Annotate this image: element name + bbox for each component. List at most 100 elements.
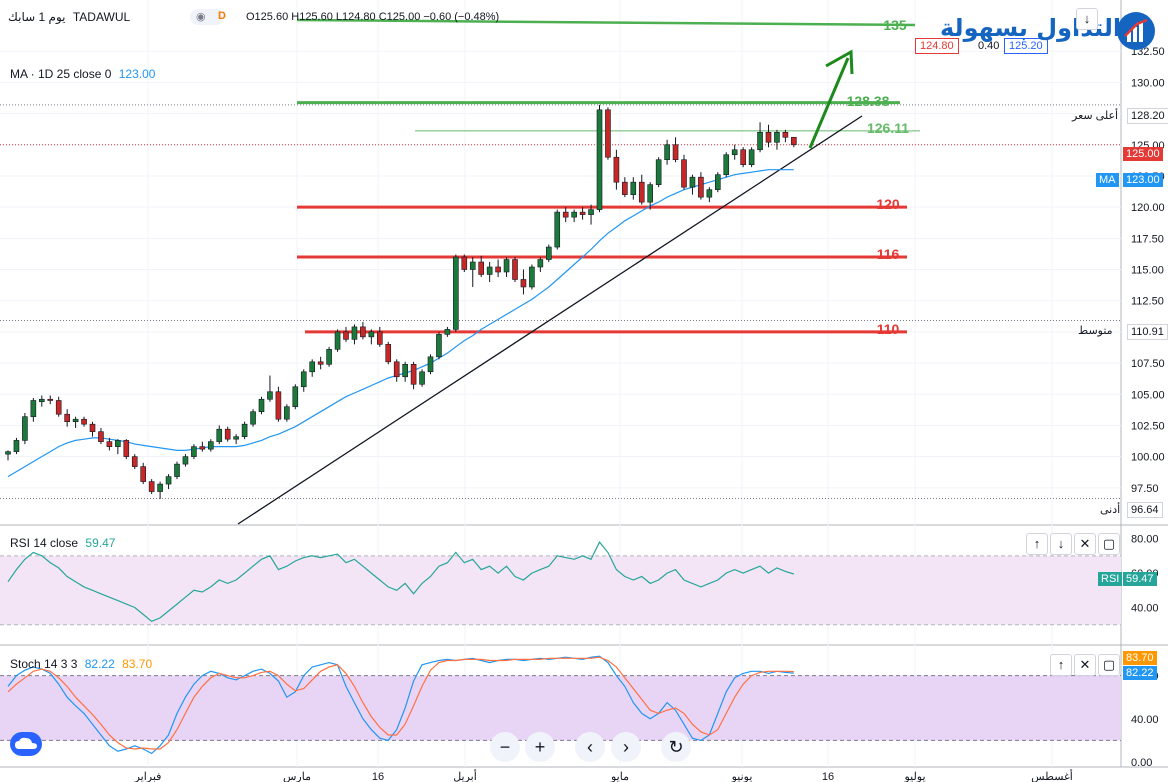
rsi-line bbox=[7, 540, 794, 622]
candle-body bbox=[174, 463, 180, 477]
high-price-label: أعلى سعر bbox=[1072, 110, 1119, 122]
candle-body bbox=[199, 446, 206, 450]
candle-body bbox=[791, 136, 797, 146]
candle-body bbox=[782, 131, 789, 138]
scroll-left-button[interactable]: ‹ bbox=[575, 732, 605, 762]
rsi-move-up-button[interactable]: ↑ bbox=[1026, 533, 1048, 555]
level-label-110: 110 bbox=[877, 321, 900, 337]
level-line-135 bbox=[296, 18, 916, 27]
candle-body bbox=[630, 181, 637, 195]
candle-body bbox=[410, 364, 417, 385]
candle-body bbox=[469, 261, 476, 270]
stoch-legend[interactable]: Stoch 14 3 3 82.22 83.70 bbox=[10, 657, 152, 671]
candle-body bbox=[22, 416, 28, 441]
rsi-maximize-button[interactable]: ▢ bbox=[1098, 533, 1120, 555]
candle-body bbox=[605, 109, 611, 158]
candle-body bbox=[545, 246, 552, 260]
visibility-toggle[interactable]: ◉ bbox=[190, 9, 224, 25]
rsi-legend[interactable]: RSI 14 close 59.47 bbox=[10, 536, 115, 550]
high-price-tag: 128.20 bbox=[1127, 108, 1168, 124]
candle-body bbox=[216, 428, 223, 442]
price-tick-label: 100.00 bbox=[1131, 452, 1165, 464]
stoch-legend-label: Stoch 14 3 3 bbox=[10, 657, 78, 671]
level-label-116: 116 bbox=[877, 246, 900, 262]
candle-body bbox=[123, 440, 130, 457]
candle-body bbox=[360, 326, 366, 338]
buy-price-chip[interactable]: 125.20 bbox=[1004, 38, 1048, 54]
stoch-move-up-button[interactable]: ↑ bbox=[1050, 654, 1072, 676]
symbol-header[interactable]: يوم 1 سابك TADAWUL bbox=[8, 10, 130, 24]
candle-body bbox=[47, 398, 54, 401]
stoch-close-button[interactable]: ✕ bbox=[1074, 654, 1096, 676]
candle-body bbox=[596, 109, 603, 210]
candle-body bbox=[562, 211, 569, 218]
candle-body bbox=[241, 423, 248, 437]
rsi-close-button[interactable]: ✕ bbox=[1074, 533, 1096, 555]
chart-menu-button[interactable]: ↓ bbox=[1076, 8, 1098, 30]
candle-body bbox=[5, 451, 11, 455]
rsi-move-down-button[interactable]: ↓ bbox=[1050, 533, 1072, 555]
time-tick-label: يوليو bbox=[903, 771, 925, 782]
candle-body bbox=[723, 154, 730, 175]
candle-body bbox=[300, 371, 307, 388]
price-tick-label: 117.50 bbox=[1131, 233, 1164, 245]
candle-body bbox=[571, 211, 577, 218]
price-tick-label: 130.00 bbox=[1131, 77, 1165, 89]
candle-body bbox=[275, 391, 282, 420]
rsi-band bbox=[0, 555, 1121, 625]
average-price-tag: 110.91 bbox=[1127, 324, 1168, 340]
time-tick-label: أغسطس bbox=[1031, 769, 1073, 782]
rsi-tick-label: 80.00 bbox=[1131, 534, 1159, 546]
rsi-legend-label: RSI 14 close bbox=[10, 536, 79, 550]
candle-body bbox=[664, 144, 670, 161]
price-tick-label: 115.00 bbox=[1131, 265, 1164, 277]
candle-body bbox=[148, 481, 155, 492]
stoch-tick-label: 0.00 bbox=[1131, 757, 1152, 769]
candle-body bbox=[757, 131, 763, 151]
ma-label-tag: MA bbox=[1096, 173, 1119, 187]
logo-icon bbox=[1117, 12, 1155, 50]
sell-price-chip[interactable]: 124.80 bbox=[915, 38, 959, 54]
candle-body bbox=[368, 331, 375, 338]
stoch-maximize-button[interactable]: ▢ bbox=[1098, 654, 1120, 676]
candle-body bbox=[393, 361, 400, 378]
zoom-out-button[interactable]: − bbox=[490, 732, 520, 762]
time-tick-label: أبريل bbox=[453, 769, 477, 782]
rsi-tick-label: 40.00 bbox=[1131, 603, 1159, 615]
candle-body bbox=[131, 456, 138, 467]
low-price-tag: 96.64 bbox=[1127, 502, 1163, 518]
eye-icon: ◉ bbox=[196, 11, 206, 23]
ma-price-tag: 123.00 bbox=[1123, 173, 1163, 187]
spread-value: 0.40 bbox=[978, 40, 1000, 52]
time-tick-label: يونيو bbox=[731, 771, 753, 782]
scroll-right-button[interactable]: › bbox=[611, 732, 641, 762]
candle-body bbox=[714, 174, 721, 190]
plus-icon: + bbox=[534, 737, 546, 757]
stoch-band bbox=[0, 675, 1121, 741]
candle-body bbox=[385, 344, 392, 363]
candle-body bbox=[689, 176, 696, 188]
candle-body bbox=[89, 423, 96, 432]
rsi-label-tag: RSI bbox=[1098, 572, 1123, 586]
candle-body bbox=[436, 334, 442, 358]
ma-legend-label: MA · 1D 25 close 0 bbox=[10, 67, 112, 81]
candle-body bbox=[191, 446, 197, 457]
stoch-d-tag: 83.70 bbox=[1123, 651, 1157, 665]
candle-body bbox=[453, 256, 459, 330]
tradingview-logo[interactable] bbox=[10, 732, 42, 756]
close-icon: ✕ bbox=[1079, 536, 1091, 551]
candle-body bbox=[351, 326, 358, 340]
candle-body bbox=[622, 181, 628, 195]
price-tick-label: 102.50 bbox=[1131, 420, 1165, 432]
candle-body bbox=[258, 398, 265, 413]
reset-chart-button[interactable]: ↻ bbox=[661, 732, 691, 762]
ma-legend[interactable]: MA · 1D 25 close 0 123.00 bbox=[10, 67, 155, 81]
candle-body bbox=[520, 279, 527, 288]
stoch-k-tag: 82.22 bbox=[1123, 666, 1157, 680]
candle-body bbox=[427, 356, 434, 373]
level-label-135: 135 bbox=[883, 17, 907, 33]
level-label-128-38: 128.38 bbox=[847, 93, 890, 109]
zoom-in-button[interactable]: + bbox=[525, 732, 555, 762]
candle-body bbox=[233, 436, 239, 440]
